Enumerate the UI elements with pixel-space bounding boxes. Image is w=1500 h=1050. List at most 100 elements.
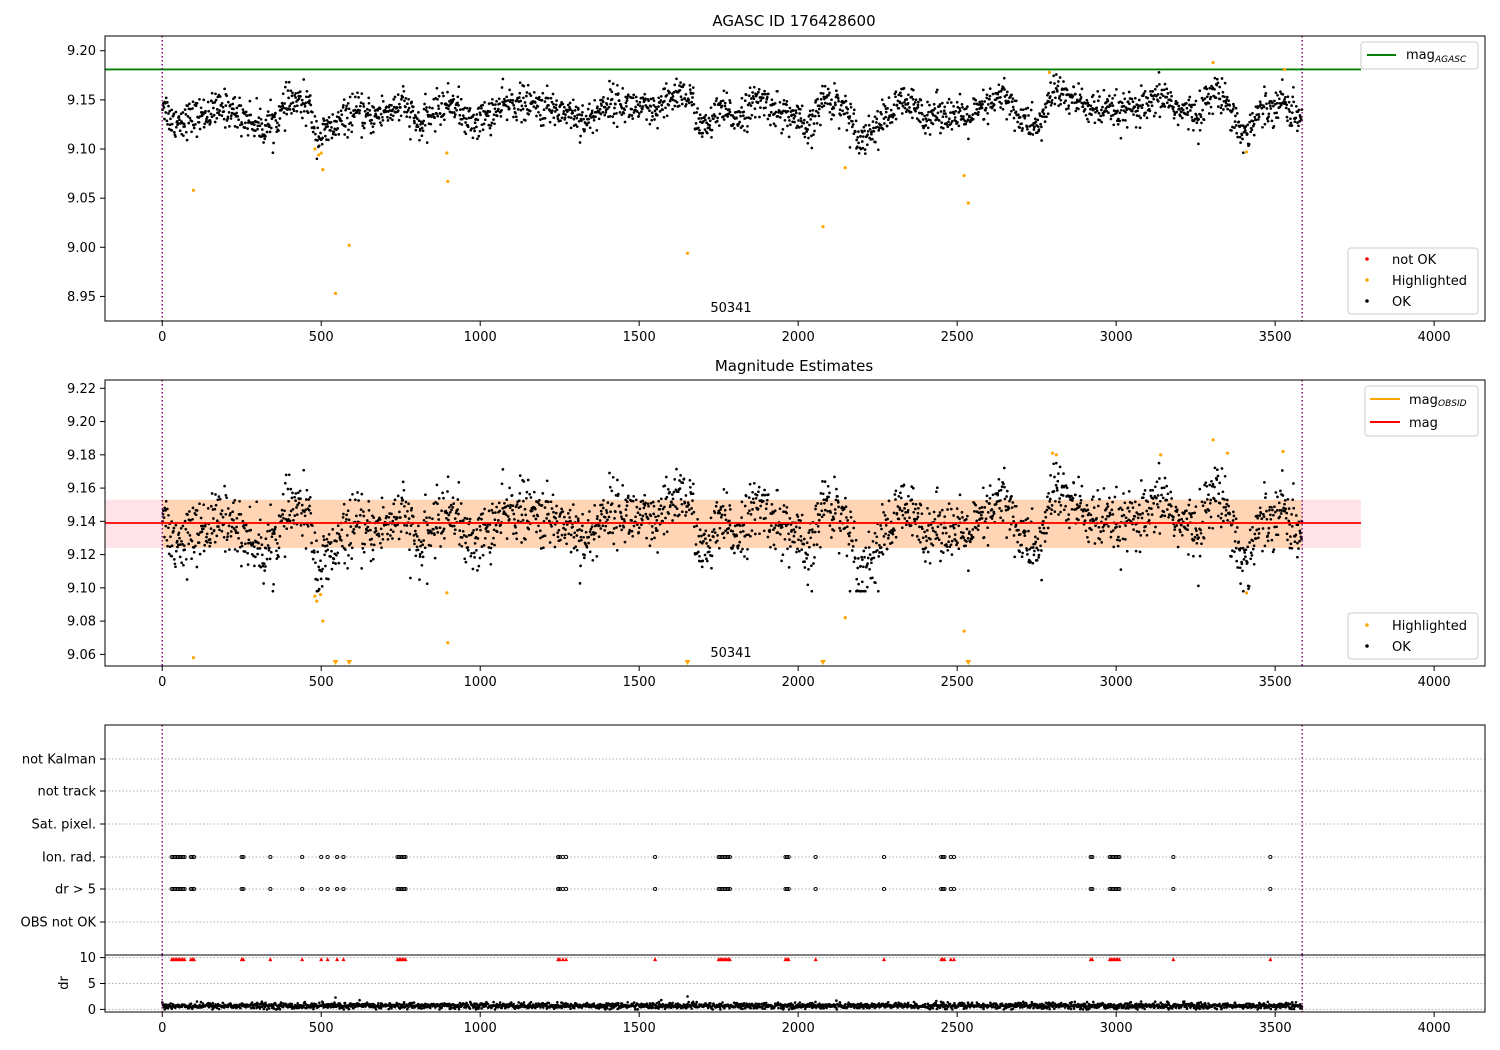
ok-point — [940, 508, 944, 512]
ok-point — [1010, 506, 1014, 510]
ok-point — [716, 116, 719, 120]
ok-point — [555, 99, 558, 102]
ok-point — [289, 89, 293, 93]
ok-point — [1133, 515, 1137, 518]
ok-point — [641, 107, 644, 111]
ok-point — [1053, 510, 1057, 513]
ok-point — [568, 516, 571, 519]
ok-point — [859, 589, 863, 593]
highlighted-point — [843, 616, 847, 620]
ok-point — [1186, 528, 1189, 532]
ok-point — [1252, 122, 1256, 126]
ok-point — [687, 101, 691, 105]
ok-point — [175, 539, 179, 543]
flag-row-label: Ion. rad. — [42, 851, 96, 866]
ok-point — [1208, 483, 1212, 487]
ok-point — [890, 541, 894, 544]
ok-point — [446, 490, 449, 493]
ok-point — [709, 516, 713, 520]
ok-point — [336, 110, 340, 114]
ok-point — [885, 124, 889, 128]
ok-point — [525, 490, 529, 494]
ok-point — [892, 511, 896, 515]
ok-point — [407, 502, 410, 506]
ok-point — [617, 99, 621, 102]
ok-point — [1223, 81, 1227, 85]
ok-point — [638, 101, 642, 104]
ok-point — [481, 512, 485, 515]
ok-point — [366, 111, 370, 115]
ok-point — [492, 536, 495, 540]
ok-point — [462, 519, 465, 522]
ok-point — [700, 135, 704, 138]
ok-point — [311, 524, 314, 527]
ok-point — [712, 535, 715, 539]
ok-point — [800, 548, 804, 551]
ok-point — [1180, 116, 1184, 120]
ok-point — [1005, 495, 1008, 498]
ok-point — [453, 532, 456, 536]
x-tick-label: 500 — [309, 330, 334, 345]
ok-point — [773, 509, 777, 513]
ok-point — [621, 87, 625, 90]
ok-point — [1286, 119, 1289, 123]
ok-point — [623, 108, 626, 112]
ok-point — [1029, 560, 1032, 564]
ok-point — [426, 110, 429, 114]
ok-point — [796, 105, 800, 109]
ok-point — [1003, 88, 1006, 91]
ok-point — [566, 103, 570, 107]
ok-point — [243, 526, 246, 530]
ok-point — [871, 120, 875, 123]
ok-point — [593, 98, 597, 102]
ok-point — [319, 559, 322, 563]
ok-point — [977, 110, 980, 114]
ok-point — [490, 121, 494, 125]
ok-point — [611, 82, 615, 86]
ok-point — [419, 122, 422, 126]
ok-point — [179, 526, 183, 530]
ok-point — [1175, 101, 1179, 105]
ok-point — [463, 516, 467, 520]
ok-point — [208, 538, 212, 541]
ok-point — [540, 98, 544, 102]
ok-point — [701, 559, 705, 563]
ok-point — [164, 524, 168, 528]
ok-point — [418, 138, 421, 142]
ok-point — [682, 83, 686, 86]
ok-point — [573, 531, 577, 535]
ok-point — [1261, 527, 1265, 530]
ok-point — [738, 120, 742, 124]
ok-point — [495, 114, 499, 118]
ok-point — [1241, 589, 1245, 593]
ok-point — [714, 99, 718, 103]
ok-point — [297, 97, 301, 101]
legend-label-mag-obsid-subscript: OBSID — [1438, 399, 1467, 409]
ok-point — [464, 560, 468, 564]
ok-point — [952, 526, 956, 530]
ok-point — [830, 117, 833, 121]
ok-point — [1194, 99, 1198, 103]
legend-swatch-highlighted — [1365, 623, 1369, 627]
ok-point — [577, 119, 581, 123]
ok-point — [616, 492, 620, 496]
ok-point — [659, 504, 663, 508]
ok-point — [1262, 105, 1266, 109]
ok-point — [1100, 541, 1104, 544]
ok-point — [1141, 496, 1145, 500]
ok-point — [1098, 95, 1101, 98]
ok-point — [322, 119, 326, 122]
x-tick-label: 2500 — [941, 330, 974, 345]
ok-point — [1007, 507, 1011, 510]
ok-point — [281, 492, 285, 496]
highlighted-point — [1050, 451, 1055, 455]
ok-point — [379, 527, 383, 531]
ok-point — [642, 506, 646, 510]
ok-point — [392, 98, 396, 101]
ok-point — [1195, 121, 1199, 125]
ok-point — [1090, 528, 1093, 532]
ok-point — [170, 108, 174, 112]
ok-point — [532, 91, 536, 94]
ok-point — [830, 98, 833, 102]
ok-point — [1275, 509, 1279, 512]
